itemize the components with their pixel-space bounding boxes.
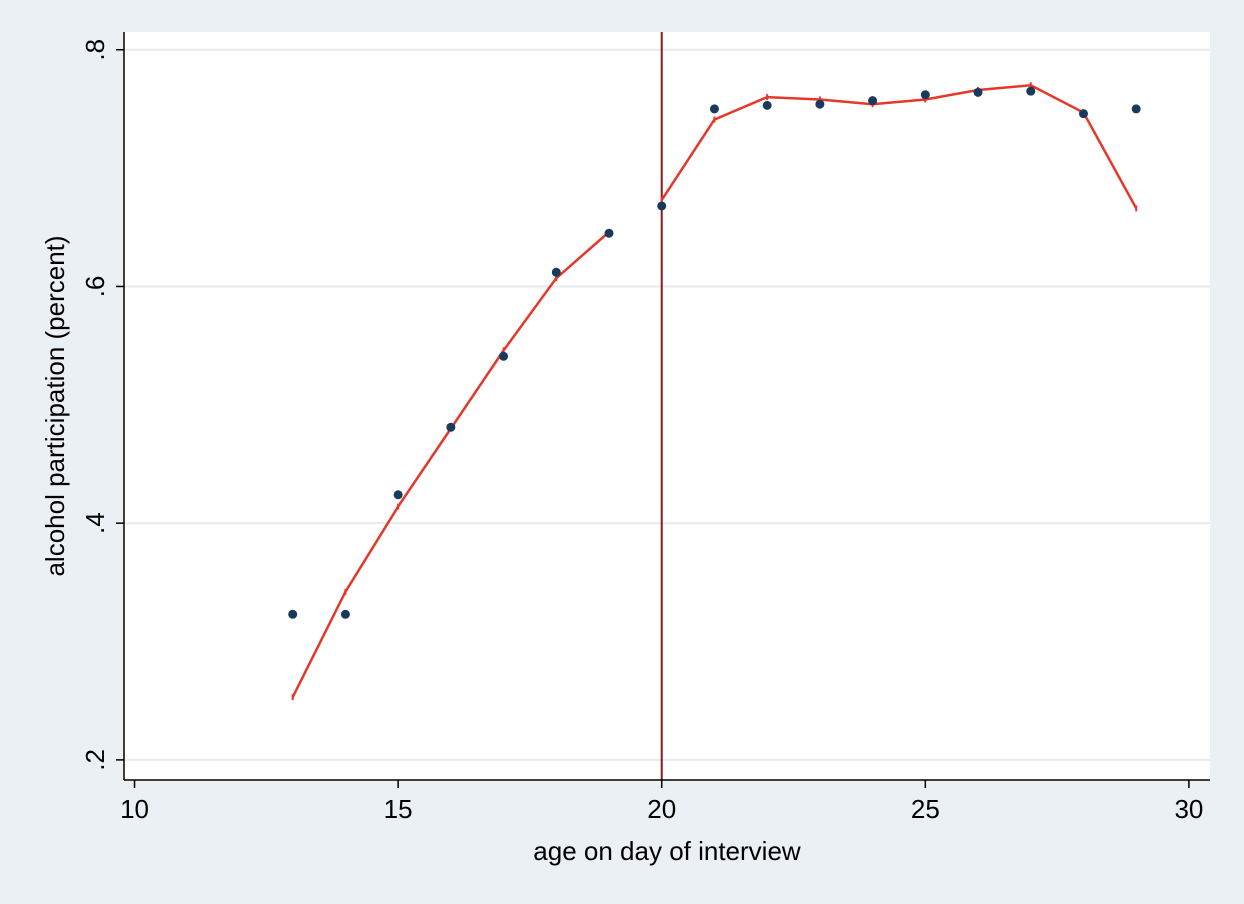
data-point-16 (1131, 104, 1141, 114)
x-axis-title: age on day of interview (533, 836, 801, 866)
data-point-2 (393, 490, 403, 500)
plot-area (124, 32, 1210, 780)
data-point-3 (446, 422, 456, 432)
data-point-0 (288, 609, 298, 619)
x-tick-label-4: 30 (1174, 794, 1203, 824)
data-point-4 (499, 351, 509, 361)
y-ticks: .2 .4 .6 .8 (80, 39, 124, 771)
grid-lines (124, 48, 1210, 761)
data-point-12 (920, 90, 930, 100)
data-point-14 (1026, 86, 1036, 96)
data-point-1 (340, 609, 350, 619)
x-tick-label-1: 15 (384, 794, 413, 824)
x-ticks: 10 15 20 25 30 (120, 780, 1203, 824)
y-tick-label-1: .4 (80, 512, 110, 534)
x-tick-label-3: 25 (911, 794, 940, 824)
y-tick-label-2: .6 (80, 276, 110, 298)
axes (123, 32, 1210, 781)
data-point-8 (709, 104, 719, 114)
data-point-11 (868, 96, 878, 106)
x-tick-label-0: 10 (120, 794, 149, 824)
y-tick-label-0: .2 (80, 749, 110, 771)
data-point-5 (551, 267, 561, 277)
x-tick-label-2: 20 (647, 794, 676, 824)
data-point-15 (1078, 109, 1088, 119)
y-tick-label-3: .8 (80, 39, 110, 61)
data-point-6 (604, 228, 614, 238)
data-points (288, 86, 1141, 619)
fit-line-segment-1 (660, 84, 1138, 209)
data-point-9 (762, 100, 772, 110)
data-point-7 (657, 201, 667, 211)
y-axis-title: alcohol participation (percent) (40, 235, 70, 576)
data-point-10 (815, 99, 825, 109)
data-point-13 (973, 87, 983, 97)
